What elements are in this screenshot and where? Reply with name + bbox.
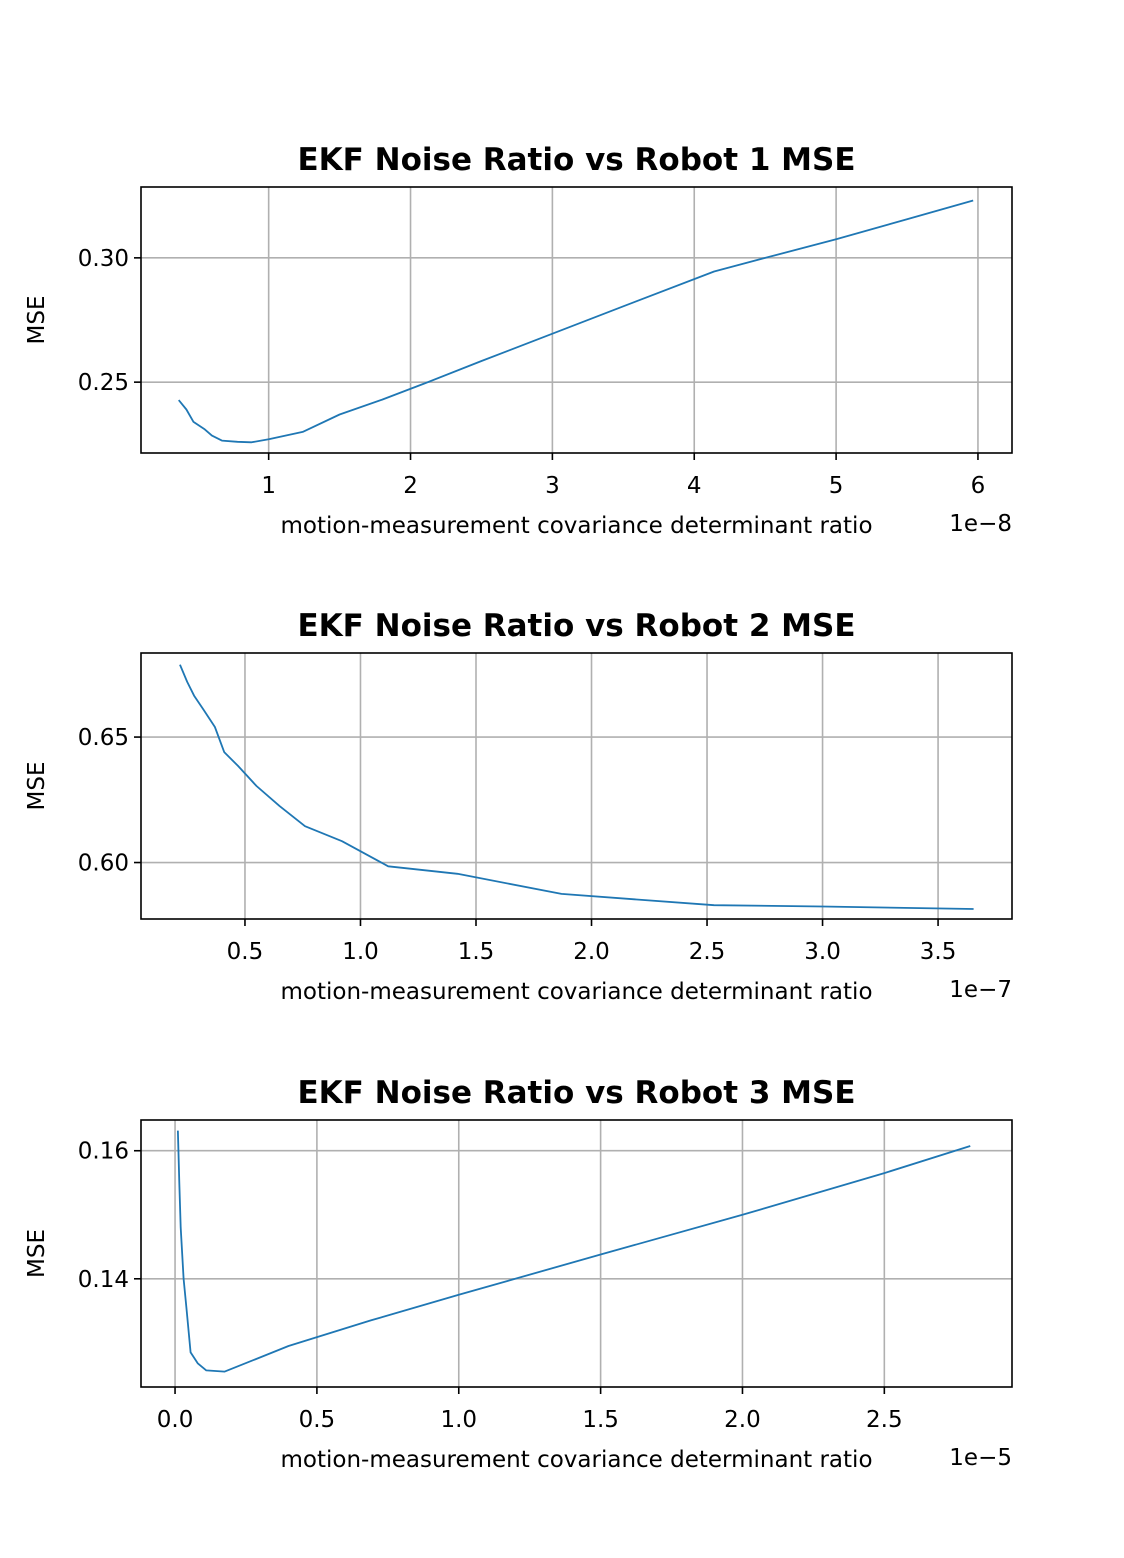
x-axis-label: motion-measurement covariance determinan… — [280, 979, 872, 1005]
x-tick-label: 1.0 — [342, 939, 379, 965]
x-tick-label: 2.5 — [689, 939, 726, 965]
x-tick-label: 3.5 — [920, 939, 957, 965]
x-tick-label: 0.5 — [227, 939, 264, 965]
x-tick-label: 1.5 — [582, 1407, 619, 1433]
chart-title: EKF Noise Ratio vs Robot 1 MSE — [297, 142, 855, 178]
x-tick-label: 4 — [687, 473, 702, 499]
x-tick-label: 3.0 — [804, 939, 841, 965]
x-tick-label: 2 — [403, 473, 418, 499]
x-tick-label: 5 — [829, 473, 844, 499]
y-axis-label: MSE — [24, 1229, 50, 1278]
x-axis-label: motion-measurement covariance determinan… — [280, 1447, 872, 1473]
y-axis-label: MSE — [24, 762, 50, 811]
chart-panel-3: 0.0 0.5 1.0 1.5 2.0 2.5 0.14 0.16 EKF Noise Rati… — [24, 1075, 1013, 1473]
x-tick-label: 1.5 — [458, 939, 495, 965]
x-tick-label: 2.5 — [866, 1407, 903, 1433]
plot-frame — [140, 186, 1013, 454]
y-tick-label: 0.25 — [78, 370, 129, 396]
x-offset-label: 1e−7 — [949, 977, 1012, 1003]
series-line — [178, 199, 974, 444]
y-tick-label: 0.60 — [78, 851, 129, 877]
x-tick-label: 6 — [971, 473, 986, 499]
x-axis-label: motion-measurement covariance determinan… — [280, 513, 872, 539]
x-offset-label: 1e−8 — [949, 511, 1012, 537]
x-tick-label: 2.0 — [573, 939, 610, 965]
x-offset-label: 1e−5 — [949, 1445, 1012, 1471]
x-tick-label: 0.0 — [157, 1407, 194, 1433]
x-tick-label: 1.0 — [440, 1407, 477, 1433]
chart-panel-2: 0.5 1.0 1.5 2.0 2.5 3.0 3.5 0.60 0.65 EKF Noise R… — [24, 608, 1013, 1005]
y-tick-label: 0.14 — [78, 1267, 129, 1293]
y-tick-label: 0.16 — [78, 1139, 129, 1165]
y-axis-label: MSE — [24, 296, 50, 345]
y-tick-label: 0.65 — [78, 725, 129, 751]
chart-panel-1: 1 2 3 4 5 6 0.25 0.30 EKF Noise Ratio vs Robot 1… — [24, 142, 1013, 539]
plot-frame — [140, 1119, 1013, 1388]
plot-frame — [140, 652, 1013, 920]
series-line — [176, 1130, 971, 1373]
x-tick-label: 0.5 — [299, 1407, 336, 1433]
series-line — [179, 664, 974, 910]
x-tick-label: 3 — [545, 473, 560, 499]
x-tick-label: 2.0 — [724, 1407, 761, 1433]
x-tick-label: 1 — [261, 473, 276, 499]
y-tick-label: 0.30 — [78, 246, 129, 272]
chart-title: EKF Noise Ratio vs Robot 3 MSE — [297, 1075, 855, 1111]
chart-title: EKF Noise Ratio vs Robot 2 MSE — [297, 608, 855, 644]
